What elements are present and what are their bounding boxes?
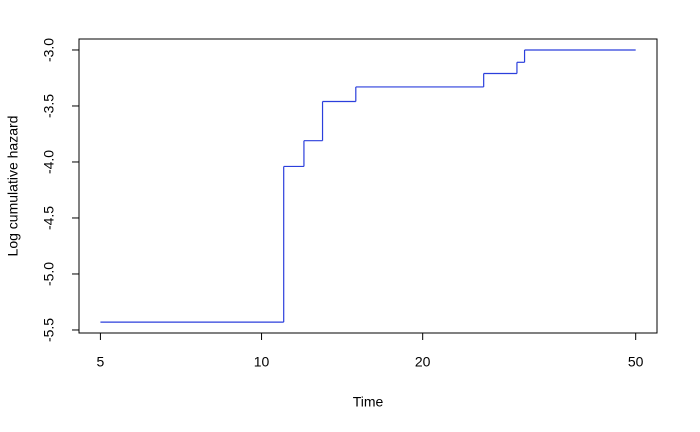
x-tick-label: 10 bbox=[254, 354, 270, 370]
y-tick-label: -3.0 bbox=[41, 38, 57, 62]
x-axis-title: Time bbox=[353, 394, 384, 410]
y-axis-title: Log cumulative hazard bbox=[5, 116, 21, 257]
x-tick-label: 20 bbox=[415, 354, 431, 370]
plot-box bbox=[78, 38, 658, 334]
y-tick-label: -4.5 bbox=[41, 206, 57, 230]
y-tick-label: -3.5 bbox=[41, 94, 57, 118]
y-tick-label: -4.0 bbox=[41, 150, 57, 174]
x-tick-label: 50 bbox=[628, 354, 644, 370]
y-tick-label: -5.5 bbox=[41, 318, 57, 342]
y-tick-label: -5.0 bbox=[41, 262, 57, 286]
x-tick-label: 5 bbox=[97, 354, 105, 370]
